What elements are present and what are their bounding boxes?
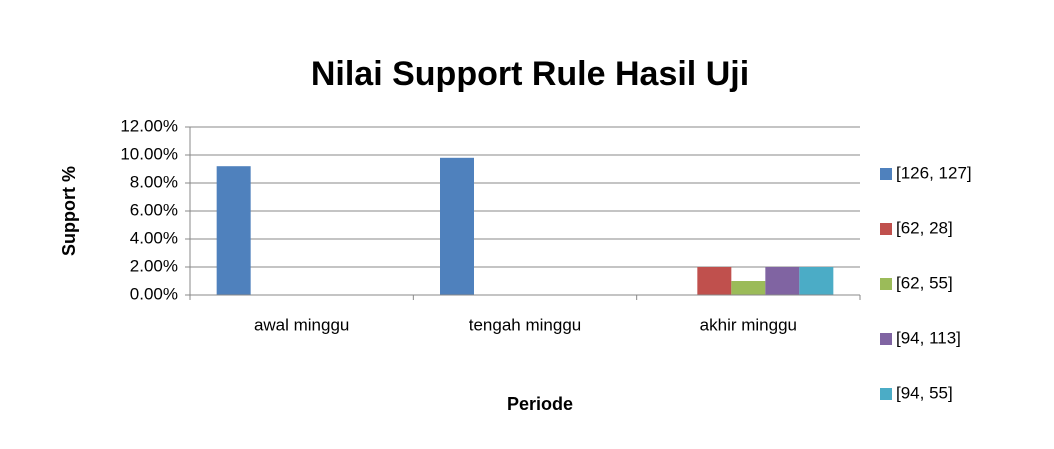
- legend-label: [94, 113]: [896, 328, 961, 347]
- legend-swatch: [880, 278, 892, 290]
- y-tick-label: 10.00%: [120, 144, 178, 163]
- legend-label: [62, 28]: [896, 218, 953, 237]
- y-tick-label: 12.00%: [120, 116, 178, 135]
- y-tick-label: 6.00%: [130, 200, 178, 219]
- chart-title: Nilai Support Rule Hasil Uji: [311, 55, 749, 93]
- x-tick-label: akhir minggu: [700, 315, 797, 334]
- y-tick-label: 0.00%: [130, 284, 178, 303]
- bar: [765, 267, 800, 295]
- legend-swatch: [880, 388, 892, 400]
- x-tick-label: tengah minggu: [469, 315, 581, 334]
- y-tick-label: 2.00%: [130, 256, 178, 275]
- legend-label: [126, 127]: [896, 163, 972, 182]
- bar: [697, 267, 732, 295]
- bar: [440, 157, 474, 295]
- bar: [799, 267, 834, 295]
- y-axis-title: Support %: [59, 166, 79, 256]
- x-tick-label: awal minggu: [254, 315, 349, 334]
- legend-swatch: [880, 223, 892, 235]
- bar: [216, 166, 251, 295]
- x-axis-title: Periode: [507, 394, 573, 414]
- legend-swatch: [880, 168, 892, 180]
- y-tick-label: 4.00%: [130, 228, 178, 247]
- bar: [731, 281, 766, 295]
- legend-label: [94, 55]: [896, 383, 953, 402]
- y-tick-label: 8.00%: [130, 172, 178, 191]
- legend-swatch: [880, 333, 892, 345]
- legend-label: [62, 55]: [896, 273, 953, 292]
